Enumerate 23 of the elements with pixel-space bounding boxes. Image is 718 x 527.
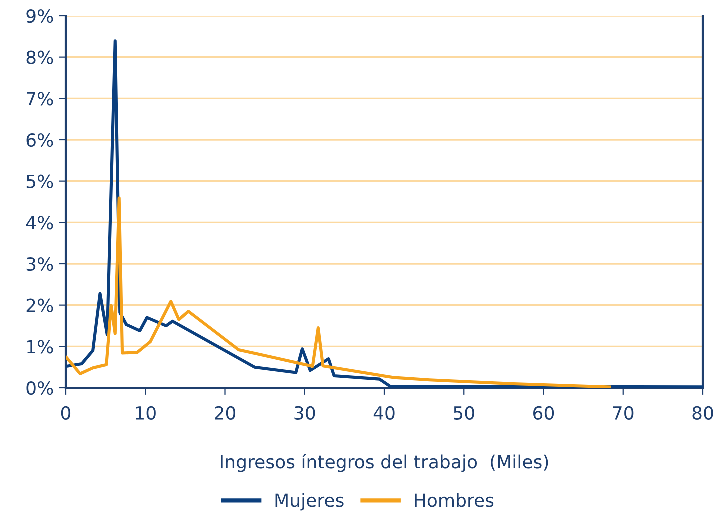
y-tick-label: 2% [26, 298, 54, 312]
legend-label: Mujeres [276, 493, 344, 511]
x-tick-label: 50 [454, 406, 474, 420]
legend-label: Hombres [415, 493, 494, 508]
y-tick-label: 5% [26, 174, 54, 188]
line-series [66, 196, 612, 388]
x-tick-label: 10 [136, 406, 156, 420]
y-tick-label: 7% [27, 92, 54, 106]
y-tick-label: 3% [26, 257, 54, 272]
x-tick-label: 20 [215, 406, 236, 420]
y-tick-label: 6% [26, 133, 54, 148]
y-tick-label: 8% [26, 50, 54, 64]
x-tick-label: 80 [692, 406, 714, 420]
y-tick-label: 1% [28, 340, 54, 354]
x-tick-label: 0 [61, 406, 71, 420]
x-tick-label: 60 [534, 406, 554, 420]
y-tick-label: 9% [26, 9, 54, 24]
x-tick-label: 30 [294, 406, 316, 420]
y-tick-label: 0% [26, 381, 54, 396]
y-tick-label: 4% [26, 216, 54, 230]
x-tick-label: 40 [374, 406, 395, 420]
x-tick-label: 70 [613, 406, 634, 420]
x-axis-title: Ingresos íntegros del trabajo (Miles) [221, 454, 548, 472]
